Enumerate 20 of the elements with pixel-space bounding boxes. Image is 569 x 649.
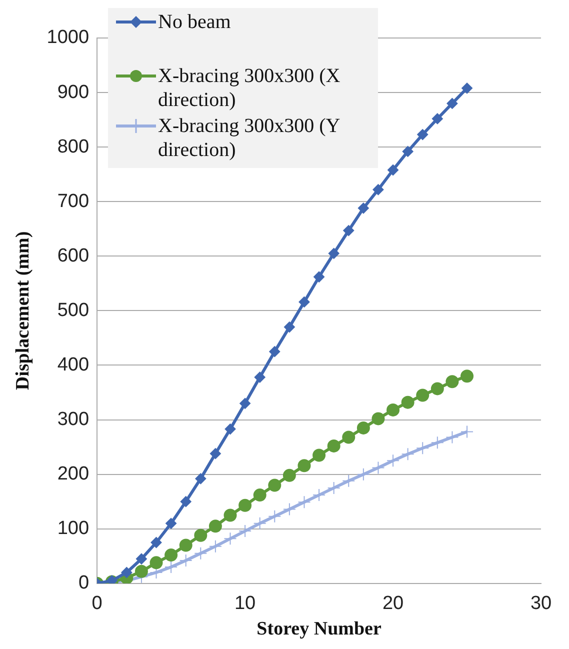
y-tick-label: 300 [57,409,90,430]
x-tick-label: 20 [382,593,404,614]
y-tick-label: 1000 [46,27,90,48]
y-tick-label: 900 [57,82,90,103]
legend-label: X-bracing 300x300 (X direction) [158,64,342,112]
x-tick-label: 10 [234,593,256,614]
y-tick-label: 100 [57,518,90,540]
y-tick-label: 500 [57,300,90,321]
y-tick-label: 200 [57,464,90,485]
y-tick-label: 0 [78,572,90,594]
x-tick-label: 30 [530,593,552,614]
legend-label: X-bracing 300x300 (Y direction) [158,114,341,162]
legend-label: No beam [158,10,232,34]
y-tick-label: 700 [57,190,90,212]
y-tick-label: 400 [57,354,90,376]
y-tick-label: 800 [57,136,90,158]
y-axis-title: Displacement (mm) [12,231,34,390]
x-axis-title: Storey Number [256,618,382,640]
x-tick-label: 0 [92,593,102,614]
y-tick-label: 600 [57,245,90,266]
